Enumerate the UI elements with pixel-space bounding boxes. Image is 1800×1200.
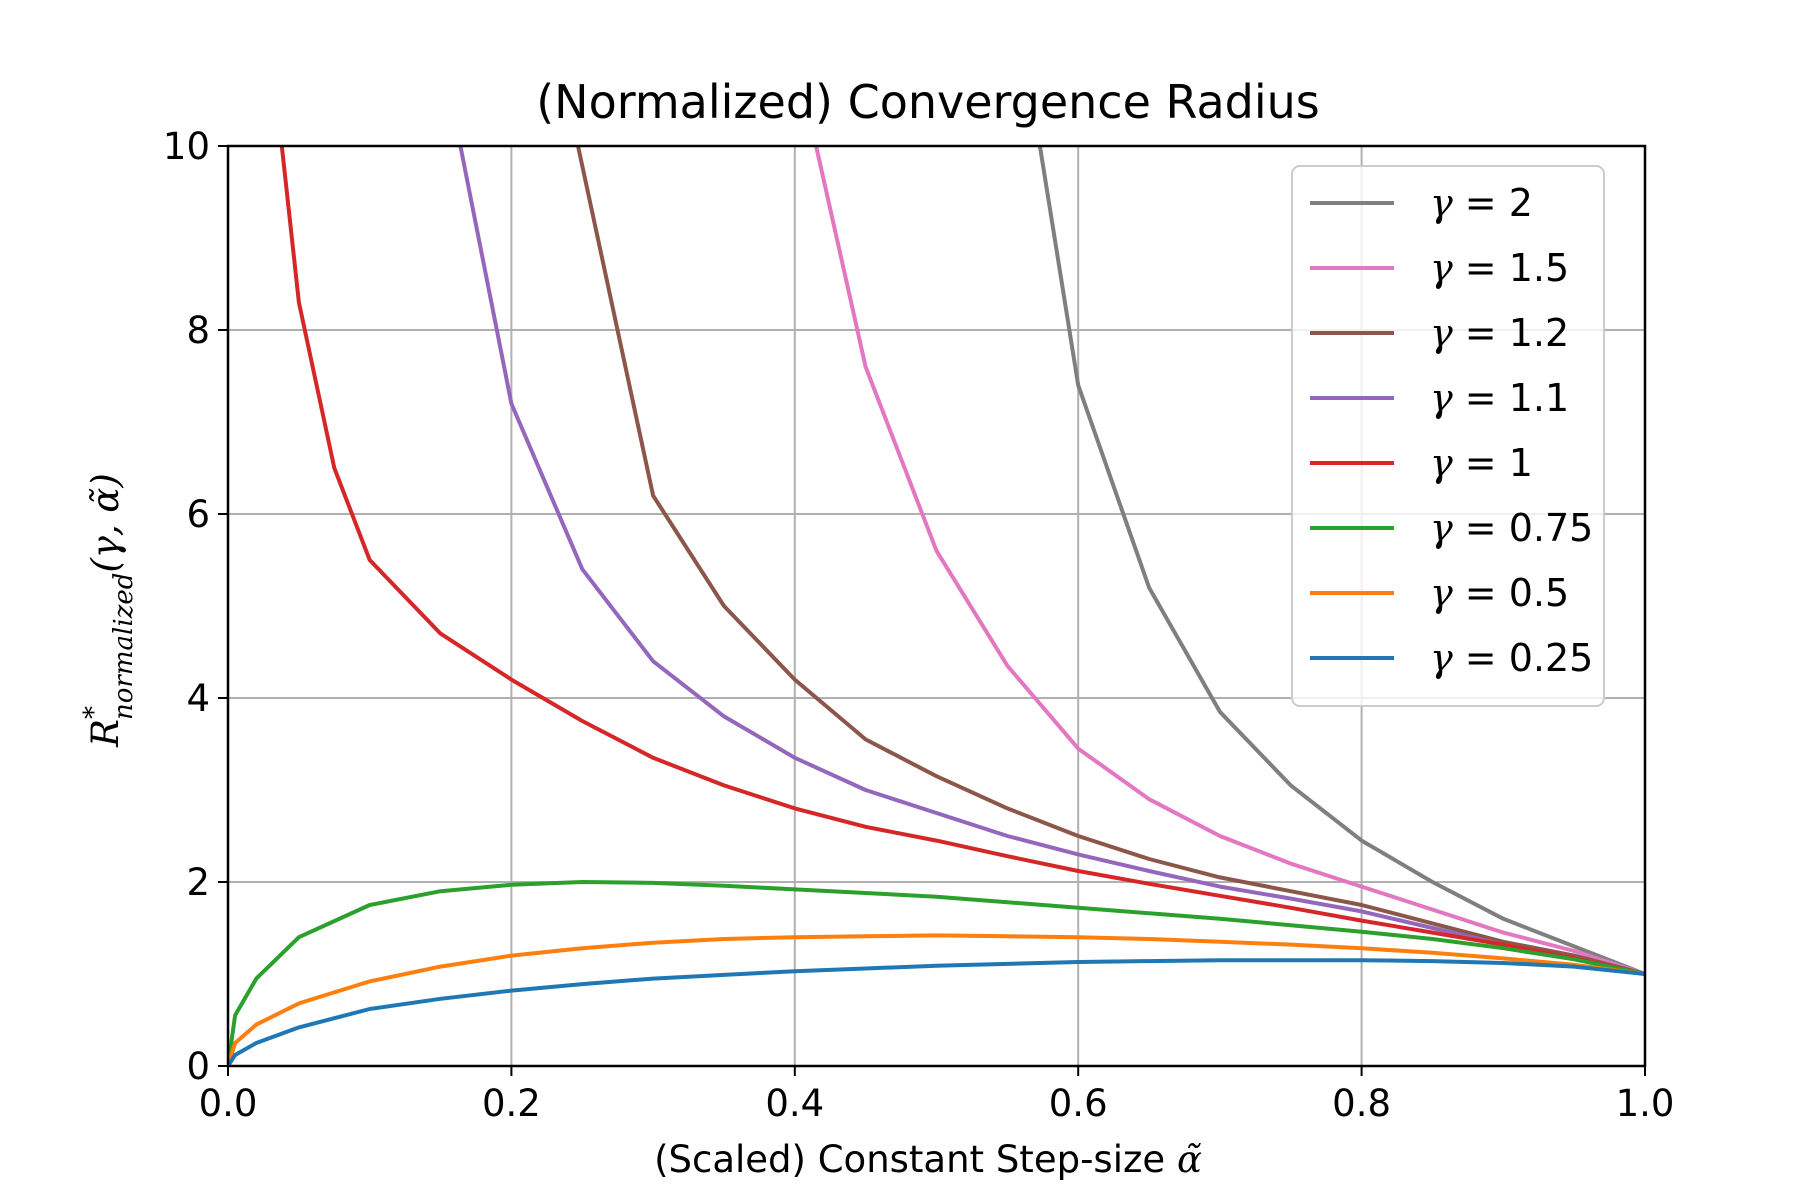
series-line-gamma-0-75 [228, 880, 1645, 1066]
x-tick-label: 0.8 [1332, 1082, 1391, 1125]
legend-label: γ = 1.1 [1430, 376, 1569, 420]
y-tick-label: 2 [186, 861, 210, 904]
legend-entry: γ = 0.5 [1310, 571, 1569, 615]
legend-entry: γ = 0.25 [1310, 636, 1593, 680]
legend-label: γ = 1.2 [1430, 311, 1569, 355]
legend-label: γ = 1 [1430, 441, 1533, 485]
legend-entry: γ = 1.1 [1310, 376, 1569, 420]
x-axis: 0.0 0.2 0.4 0.6 0.8 1.0 [199, 1066, 1675, 1125]
legend-entry: γ = 1 [1310, 441, 1533, 485]
legend-entry: γ = 2 [1310, 181, 1533, 225]
legend-label: γ = 1.5 [1430, 246, 1569, 290]
y-tick-label: 0 [186, 1045, 210, 1088]
y-axis: 0 2 4 6 8 10 [163, 125, 228, 1088]
x-tick-label: 1.0 [1616, 1082, 1675, 1125]
legend-entry: γ = 0.75 [1310, 506, 1593, 550]
y-axis-label-sup: * [79, 706, 109, 719]
legend: γ = 2 γ = 1.5 γ = 1.2 γ = 1.1 γ = 1 γ = 0.75 γ… [1291, 165, 1605, 707]
legend-entry: γ = 1.2 [1310, 311, 1569, 355]
legend-label: γ = 0.75 [1430, 506, 1593, 550]
y-tick-label: 6 [186, 493, 210, 536]
x-tick-label: 0.0 [199, 1082, 258, 1125]
series-line-gamma-1 [279, 146, 1645, 976]
y-axis-label-sub: normalized [109, 573, 139, 720]
legend-label: γ = 0.25 [1430, 636, 1593, 680]
y-tick-label: 4 [186, 677, 210, 720]
series-line-gamma-2 [1037, 146, 1645, 976]
y-axis-label-args: (γ, α̃) [84, 473, 127, 573]
legend-box [1291, 165, 1605, 707]
series-line-gamma-1-2 [576, 146, 1645, 976]
y-axis-label: R*normalized(γ, α̃) [79, 473, 139, 748]
y-axis-label-base: R [84, 719, 127, 748]
x-axis-label: (Scaled) Constant Step-size α̃ [654, 1138, 1202, 1181]
svg-text:R*normalized(γ, α̃): R*normalized(γ, α̃) [79, 473, 139, 748]
x-axis-label-text: (Scaled) Constant Step-size [654, 1138, 1165, 1181]
y-tick-label: 10 [163, 125, 210, 168]
legend-label: γ = 0.5 [1430, 571, 1569, 615]
series-line-gamma-0-5 [228, 933, 1645, 1066]
x-tick-label: 0.2 [482, 1082, 541, 1125]
plot-frame [226, 144, 1647, 1068]
x-tick-label: 0.4 [765, 1082, 824, 1125]
series-layer [228, 146, 1645, 1066]
legend-label: γ = 2 [1430, 181, 1533, 225]
series-line-gamma-1-1 [458, 146, 1645, 976]
series-line-gamma-1-5 [814, 146, 1645, 976]
x-axis-label-symbol: α̃ [1177, 1138, 1202, 1181]
legend-entry: γ = 1.5 [1310, 246, 1569, 290]
series-line-gamma-0-25 [228, 958, 1645, 1066]
x-tick-label: 0.6 [1049, 1082, 1108, 1125]
y-tick-label: 8 [186, 309, 210, 352]
chart-title: (Normalized) Convergence Radius [536, 75, 1320, 129]
